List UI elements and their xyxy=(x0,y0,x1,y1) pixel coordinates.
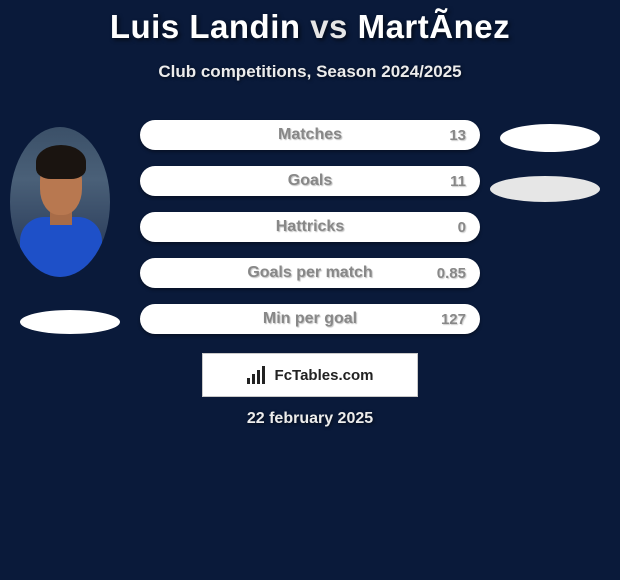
player-right-name: MartÃ­nez xyxy=(358,8,511,45)
player-left-name: Luis Landin xyxy=(110,8,301,45)
player-right-logo-placeholder xyxy=(490,176,600,202)
stat-label: Goals per match xyxy=(140,258,480,288)
vs-label: vs xyxy=(310,8,348,45)
player-right-avatar-placeholder xyxy=(500,124,600,152)
comparison-card: Luis Landin vs MartÃ­nez Club competitio… xyxy=(0,0,620,580)
subtitle: Club competitions, Season 2024/2025 xyxy=(0,62,620,82)
date-text: 22 february 2025 xyxy=(0,410,620,428)
stat-label: Matches xyxy=(140,120,480,150)
player-left-logo-placeholder xyxy=(20,310,120,334)
stat-label: Goals xyxy=(140,166,480,196)
stat-left-value: 13 xyxy=(449,120,466,150)
stat-row: Hattricks 0 xyxy=(140,212,480,242)
stat-row: Matches 13 xyxy=(140,120,480,150)
stat-row: Min per goal 127 xyxy=(140,304,480,334)
stat-row: Goals per match 0.85 xyxy=(140,258,480,288)
stats-table: Matches 13 Goals 11 Hattricks 0 Goals pe… xyxy=(140,120,480,350)
stat-left-value: 0.85 xyxy=(437,258,466,288)
player-left-avatar xyxy=(10,127,110,277)
page-title: Luis Landin vs MartÃ­nez xyxy=(0,0,620,46)
stat-label: Hattricks xyxy=(140,212,480,242)
brand-chip[interactable]: FcTables.com xyxy=(202,353,418,397)
bar-chart-icon xyxy=(247,366,269,384)
stat-left-value: 11 xyxy=(450,166,466,196)
stat-label: Min per goal xyxy=(140,304,480,334)
stat-row: Goals 11 xyxy=(140,166,480,196)
stat-left-value: 0 xyxy=(458,212,466,242)
brand-name: FcTables.com xyxy=(275,367,374,384)
stat-left-value: 127 xyxy=(441,304,466,334)
